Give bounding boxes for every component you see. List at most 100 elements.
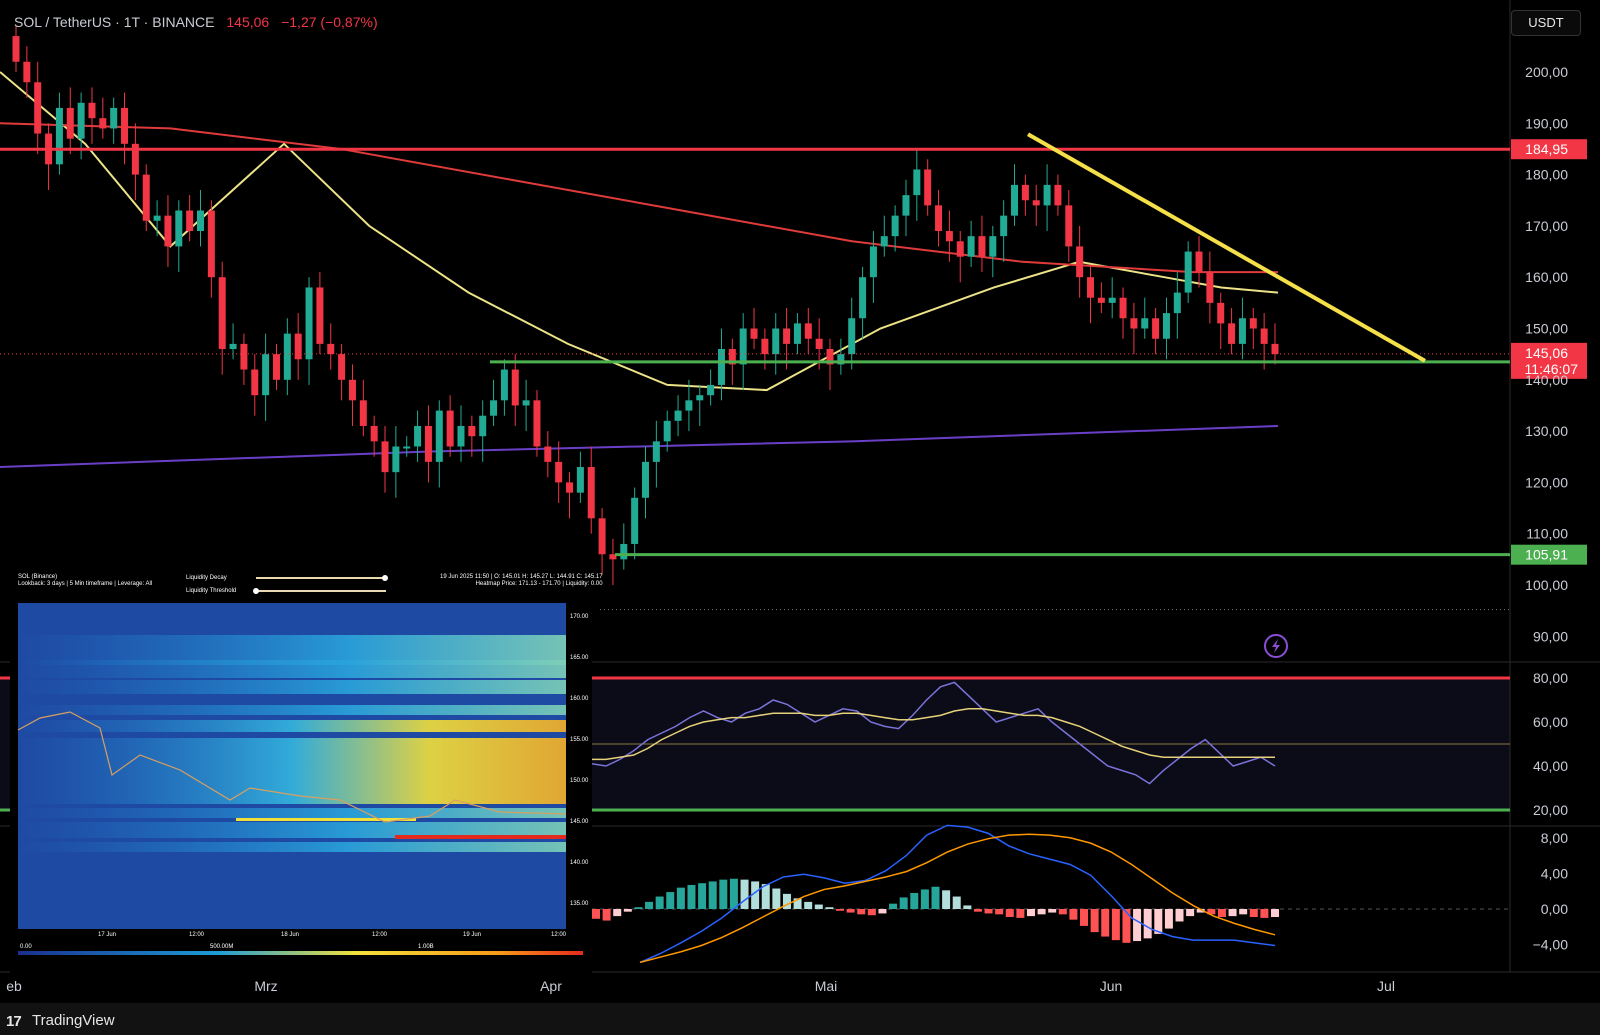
slider-handle[interactable] bbox=[253, 588, 259, 594]
time-axis-label: Apr bbox=[540, 978, 562, 994]
candle-body bbox=[978, 236, 986, 257]
heatmap-band bbox=[18, 808, 566, 818]
candle-body bbox=[1076, 246, 1084, 278]
heatmap-band bbox=[18, 738, 566, 760]
rsi-line bbox=[591, 681, 1276, 785]
candle-body bbox=[859, 277, 867, 319]
macd-histogram-bar bbox=[687, 884, 696, 909]
macd-line bbox=[639, 824, 1276, 964]
last-price: 145,06 bbox=[226, 14, 270, 30]
candle-body bbox=[479, 415, 487, 437]
heatmap-title-line: SOL (Binance) bbox=[18, 574, 58, 580]
candle-body bbox=[1119, 297, 1127, 319]
heatmap-y-tick: 155.00 bbox=[570, 737, 589, 743]
last-price-badge-countdown: 11:46:07 bbox=[1525, 361, 1579, 377]
candle-body bbox=[566, 482, 574, 493]
candle-body bbox=[66, 107, 74, 139]
rsi-tick-label: 60,00 bbox=[1533, 714, 1568, 730]
candle-body bbox=[283, 333, 291, 380]
candle-body bbox=[587, 467, 595, 519]
candle-body bbox=[175, 210, 183, 247]
macd-histogram-bar bbox=[666, 892, 675, 909]
symbol-header[interactable]: SOL / TetherUS · 1T · BINANCE 145,06 −1,… bbox=[14, 14, 378, 30]
macd-histogram-bar bbox=[1133, 909, 1142, 942]
candle-body bbox=[869, 246, 877, 278]
candle-body bbox=[1043, 184, 1051, 206]
heatmap-info-line: 19 Jun 2025 11:50 | O: 145.01 H: 145.27 … bbox=[440, 574, 603, 580]
macd-histogram-bar bbox=[867, 909, 876, 916]
candle-body bbox=[663, 420, 671, 442]
candle-body bbox=[555, 461, 563, 483]
candle-body bbox=[837, 354, 845, 365]
candle-body bbox=[620, 543, 628, 560]
heatmap-hot-band bbox=[236, 818, 416, 821]
macd-histogram-bar bbox=[952, 896, 961, 909]
candle-body bbox=[327, 343, 335, 355]
heatmap-color-scale bbox=[18, 951, 583, 955]
price-tick-label: 130,00 bbox=[1525, 423, 1568, 439]
slider-handle[interactable] bbox=[382, 575, 388, 581]
macd-histogram-bar bbox=[804, 901, 813, 909]
tradingview-brand[interactable]: TradingView bbox=[32, 1012, 115, 1029]
candle-body bbox=[1032, 200, 1040, 206]
macd-histogram-bar bbox=[1048, 909, 1057, 913]
lightning-icon[interactable] bbox=[1264, 634, 1288, 658]
macd-histogram-bar bbox=[910, 892, 919, 909]
heatmap-y-tick: 150.00 bbox=[570, 778, 589, 784]
heatmap-scale-label: 1.00B bbox=[418, 944, 434, 950]
macd-histogram-bar bbox=[1058, 909, 1067, 915]
macd-pane: 8,00 4,00 0,00 −4,00 bbox=[592, 824, 1568, 964]
price-axis[interactable]: 200,00 190,00 180,00 170,00 160,00 150,00 140,… bbox=[1525, 64, 1568, 644]
candle-body bbox=[1249, 318, 1257, 329]
candle-body bbox=[490, 400, 498, 416]
heatmap-y-tick: 160.00 bbox=[570, 696, 589, 702]
macd-histogram-bar bbox=[1090, 909, 1099, 933]
candle-body bbox=[848, 318, 856, 355]
tradingview-logo-icon[interactable]: 17 bbox=[6, 1013, 22, 1030]
heatmap-info: 19 Jun 2025 11:50 | O: 145.01 H: 145.27 … bbox=[440, 574, 603, 588]
candle-body bbox=[34, 82, 42, 134]
macd-histogram-bar bbox=[751, 881, 760, 909]
macd-histogram-bar bbox=[655, 896, 664, 909]
candle-body bbox=[316, 287, 324, 344]
candle-body bbox=[967, 236, 975, 257]
macd-histogram-bar bbox=[846, 909, 855, 913]
heatmap-x-tick: 19 Jun bbox=[463, 932, 482, 938]
candle-body bbox=[197, 210, 205, 232]
support-price-badge bbox=[1511, 544, 1587, 565]
candle-body bbox=[229, 343, 237, 350]
candle-body bbox=[1152, 318, 1160, 339]
descending-trendline bbox=[1027, 132, 1426, 363]
candle-body bbox=[414, 425, 422, 447]
liquidity-decay-slider[interactable] bbox=[256, 577, 386, 579]
heatmap-y-tick: 145.00 bbox=[570, 819, 589, 825]
candle-body bbox=[598, 518, 606, 555]
candle-body bbox=[544, 446, 552, 462]
candle-body bbox=[305, 287, 313, 360]
liquidity-threshold-slider[interactable] bbox=[256, 590, 386, 592]
candle-body bbox=[1097, 297, 1105, 303]
heatmap-title: SOL (Binance) Lookback: 3 days | 5 Min t… bbox=[18, 574, 152, 588]
ma-long-line bbox=[0, 424, 1279, 469]
macd-histogram-bar bbox=[676, 887, 685, 909]
candle-body bbox=[945, 231, 953, 242]
currency-unit-button[interactable]: USDT bbox=[1511, 10, 1581, 36]
heatmap-y-tick: 140.00 bbox=[570, 860, 589, 866]
candle-body bbox=[272, 354, 280, 380]
resistance-price-badge bbox=[1511, 139, 1587, 160]
symbol-label: SOL / TetherUS · 1T · BINANCE bbox=[14, 14, 215, 30]
macd-histogram-bar bbox=[889, 903, 898, 909]
time-axis-label: eb bbox=[6, 978, 22, 994]
macd-histogram-bar bbox=[708, 881, 717, 909]
time-axis[interactable]: eb Mrz Apr Mai Jun Jul bbox=[6, 978, 1395, 994]
macd-histogram-bar bbox=[1164, 909, 1173, 929]
rsi-signal-line bbox=[592, 708, 1275, 761]
candle-body bbox=[685, 400, 693, 411]
macd-histogram-bar bbox=[772, 888, 781, 909]
candle-body bbox=[1141, 318, 1149, 329]
heatmap-scale-label: 0.00 bbox=[20, 944, 32, 950]
candle-body bbox=[609, 554, 617, 560]
candle-body bbox=[262, 354, 270, 396]
